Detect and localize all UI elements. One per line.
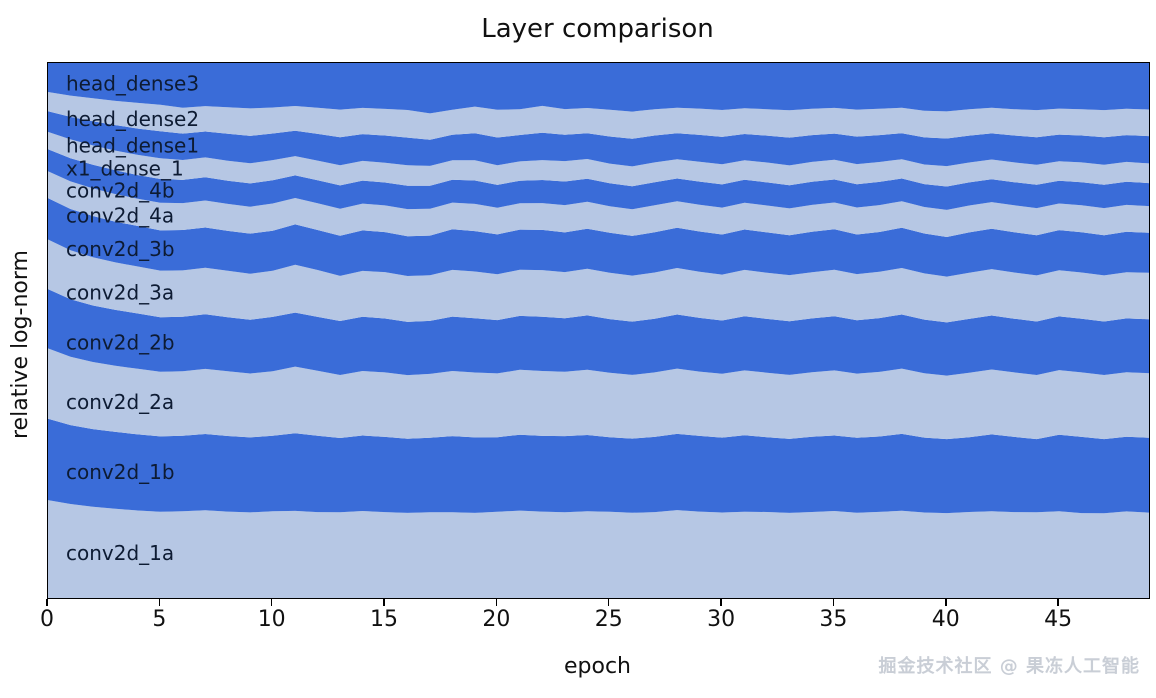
chart-title: Layer comparison xyxy=(481,14,714,44)
series-label-conv2d_3b: conv2d_3b xyxy=(66,237,175,261)
series-label-conv2d_2a: conv2d_2a xyxy=(66,390,174,414)
series-label-conv2d_4b: conv2d_4b xyxy=(66,178,175,202)
x-tick-mark xyxy=(158,599,161,606)
x-tick-label: 25 xyxy=(594,607,623,632)
area-band-x1_dense_1 xyxy=(48,131,1149,187)
x-tick-label: 30 xyxy=(707,607,736,632)
series-label-head_dense1: head_dense1 xyxy=(66,133,199,157)
area-band-conv2d_2b xyxy=(48,289,1149,376)
x-tick-mark xyxy=(945,599,947,606)
x-tick-label: 15 xyxy=(370,607,399,632)
stacked-area-chart: conv2d_1a conv2d_1b conv2d_2a conv2d_2b conv… xyxy=(48,63,1149,598)
series-label-conv2d_1a: conv2d_1a xyxy=(66,541,174,565)
series-label-conv2d_1b: conv2d_1b xyxy=(66,460,175,484)
area-band-head_dense2 xyxy=(48,92,1149,140)
area-band-conv2d_1b xyxy=(48,418,1149,514)
x-tick-label: 0 xyxy=(40,607,54,632)
x-axis-label: epoch xyxy=(564,654,631,679)
x-tick-label: 10 xyxy=(257,607,286,632)
x-tick-mark xyxy=(607,599,610,606)
area-band-conv2d_3b xyxy=(48,198,1149,277)
x-tick-mark xyxy=(495,599,498,606)
x-tick-mark xyxy=(270,599,273,606)
x-tick-label: 5 xyxy=(152,607,167,632)
area-band-conv2d_2a xyxy=(48,348,1149,440)
series-label-conv2d_3a: conv2d_3a xyxy=(66,280,174,304)
area-band-conv2d_4a xyxy=(48,171,1149,237)
watermark: 掘金技术社区 @ 果冻人工智能 xyxy=(878,656,1140,677)
x-tick-mark xyxy=(1057,599,1059,606)
x-tick-label: 35 xyxy=(819,607,848,632)
area-band-head_dense1 xyxy=(48,111,1149,167)
series-label-head_dense3: head_dense3 xyxy=(66,72,199,96)
x-tick-label: 45 xyxy=(1044,607,1073,632)
plot-area: conv2d_1a conv2d_1b conv2d_2a conv2d_2b conv… xyxy=(47,62,1150,599)
series-label-conv2d_4a: conv2d_4a xyxy=(66,204,174,228)
x-tick-label: 40 xyxy=(931,607,960,632)
x-tick-label: 20 xyxy=(482,607,511,632)
series-label-head_dense2: head_dense2 xyxy=(66,107,199,131)
area-band-head_dense3 xyxy=(48,63,1149,114)
x-tick-mark xyxy=(46,599,48,606)
y-axis-label: relative log-norm xyxy=(8,250,33,440)
area-band-conv2d_1a xyxy=(48,500,1149,598)
x-tick-mark xyxy=(383,599,385,606)
x-tick-mark xyxy=(720,599,722,606)
x-tick-mark xyxy=(832,599,835,606)
series-label-x1_dense_1: x1_dense_1 xyxy=(66,157,184,181)
area-band-conv2d_3a xyxy=(48,239,1149,323)
series-label-conv2d_2b: conv2d_2b xyxy=(66,331,175,355)
area-band-conv2d_4b xyxy=(48,149,1149,210)
